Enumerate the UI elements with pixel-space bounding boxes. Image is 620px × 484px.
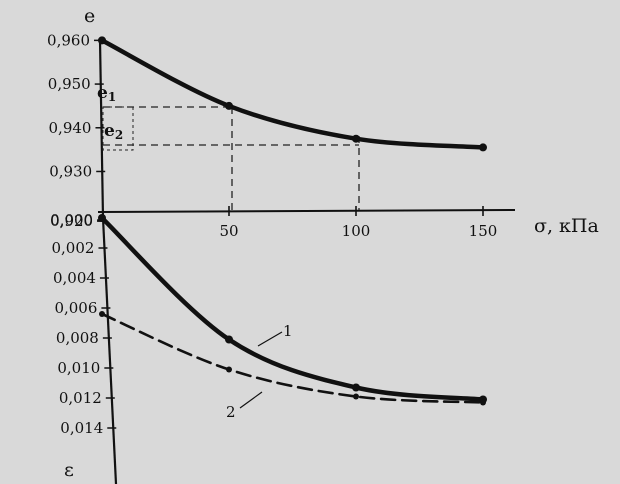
x-axis-label: σ, кПа bbox=[534, 215, 599, 237]
eps-tick-label: 0,004 bbox=[53, 269, 96, 287]
sigma-axis-line bbox=[97, 209, 516, 213]
eps-tick-label: 0,012 bbox=[59, 389, 102, 407]
series-label-1-leader bbox=[257, 331, 283, 347]
eps-axis-line bbox=[101, 217, 118, 484]
curve-1 bbox=[99, 215, 486, 402]
curve-2-point bbox=[99, 311, 105, 317]
curve-2-point bbox=[353, 393, 359, 400]
e-brackets bbox=[102, 106, 134, 151]
e-tick-label: 0,950 bbox=[48, 75, 91, 93]
series-label-2: 2 bbox=[226, 403, 236, 421]
eps-tick-label: 0,002 bbox=[52, 239, 95, 257]
e-axis-line bbox=[98, 39, 105, 219]
y-axis-label-eps: ε bbox=[64, 459, 74, 481]
annotation-e2: e2 bbox=[104, 121, 123, 142]
curve-2-point bbox=[480, 399, 486, 406]
e-point bbox=[225, 101, 233, 110]
e-tick-label: 0,940 bbox=[49, 119, 92, 137]
eps-tick-label: 0,000 bbox=[50, 211, 93, 229]
e-tick-label: 0,920 bbox=[50, 212, 93, 230]
curve-1-point bbox=[352, 383, 360, 392]
sigma-tick-label: 150 bbox=[469, 222, 498, 240]
y-axis-label-e: e bbox=[84, 5, 95, 27]
annotation-e1: e1 bbox=[97, 83, 116, 104]
axes bbox=[97, 39, 516, 484]
e-tick-label: 0,930 bbox=[49, 162, 92, 180]
series-label-2-leader bbox=[239, 391, 263, 409]
curves bbox=[98, 36, 487, 406]
curve-1-point bbox=[98, 214, 106, 222]
eps-tick-label: 0,014 bbox=[60, 419, 103, 437]
e-point bbox=[352, 134, 360, 143]
e1-bracket bbox=[102, 106, 134, 151]
e-point bbox=[98, 36, 106, 45]
e-point bbox=[479, 143, 487, 152]
eps-tick-label: 0,006 bbox=[54, 299, 97, 317]
eps-tick-label: 0,010 bbox=[57, 359, 100, 377]
series-label-1: 1 bbox=[283, 322, 293, 340]
sigma-tick-label: 100 bbox=[342, 222, 371, 240]
sigma-tick-label: 50 bbox=[219, 222, 238, 240]
e-tick-label: 0,960 bbox=[47, 31, 90, 49]
eps-tick-label: 0,008 bbox=[56, 329, 99, 347]
projection-lines bbox=[103, 106, 360, 210]
curve-1-point bbox=[225, 335, 233, 344]
curve-2-point bbox=[226, 366, 232, 373]
e-curve bbox=[99, 38, 486, 150]
curve-2 bbox=[100, 312, 485, 404]
